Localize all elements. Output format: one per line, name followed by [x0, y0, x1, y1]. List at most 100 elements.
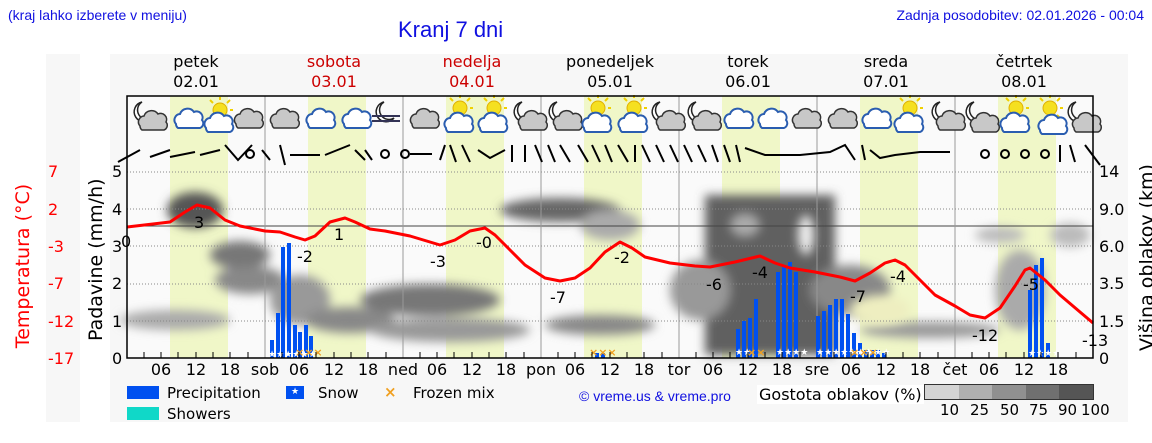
x-tick: čet: [942, 360, 968, 379]
x-tick: 18: [219, 360, 241, 379]
temperature-values: 0 3 -2 1 -3 -0 -7 -2 -6 -4 -7 -4 -12 -5 …: [121, 213, 1108, 350]
day-header: petek 02.01: [127, 52, 265, 92]
svg-text:-13: -13: [1082, 331, 1108, 350]
svg-text:★★★★★★: ★★★★★★: [268, 350, 316, 360]
x-tick: 06: [702, 360, 724, 379]
temp-tick: -17: [48, 349, 75, 368]
density-tick: 75: [1029, 401, 1049, 419]
precip-tick: 1: [112, 312, 123, 331]
x-tick: 12: [1013, 360, 1035, 379]
day-name: sreda: [863, 52, 909, 71]
day-header: nedelja 04.01: [403, 52, 541, 92]
temp-tick: -3: [48, 237, 64, 256]
x-tick: 18: [771, 360, 793, 379]
wind-barbs-row: [117, 143, 1101, 166]
day-name: nedelja: [442, 52, 502, 71]
precipitation-bars: [270, 243, 1050, 358]
snow-icon: ★: [286, 386, 304, 399]
svg-text:×××: ×××: [589, 346, 617, 359]
svg-text:-12: -12: [972, 326, 998, 345]
day-name: sobota: [306, 52, 362, 71]
x-tick: 06: [564, 360, 586, 379]
daylight-bands: [170, 96, 1056, 358]
temp-tick: 2: [48, 200, 59, 219]
precip-tick: 3: [112, 237, 123, 256]
height-tick: 1.5: [1099, 312, 1125, 331]
height-tick: 9.0: [1099, 200, 1125, 219]
svg-text:××: ××: [747, 346, 765, 359]
day-date: 07.01: [863, 72, 909, 91]
legend-frozen-mix: Frozen mix: [413, 384, 495, 402]
precip-tick: 0: [112, 349, 123, 368]
day-date: 02.01: [173, 72, 219, 91]
day-name: petek: [173, 52, 219, 71]
svg-text:-3: -3: [430, 252, 446, 271]
precipitation-axis-label: Padavine (mm/h): [85, 178, 107, 341]
frozen-mix-icon: ×: [384, 383, 397, 401]
svg-text:★★★★: ★★★★: [776, 348, 808, 358]
svg-text:-7: -7: [550, 288, 566, 307]
svg-text:-0: -0: [476, 233, 492, 252]
temp-tick: -7: [48, 274, 64, 293]
x-tick: 12: [323, 360, 345, 379]
day-header: sreda 07.01: [817, 52, 955, 92]
svg-text:0: 0: [121, 232, 131, 251]
svg-text:-2: -2: [297, 247, 313, 266]
svg-text:1: 1: [334, 225, 344, 244]
day-header: sobota 03.01: [265, 52, 403, 92]
density-tick: 90: [1058, 401, 1078, 419]
copyright-link[interactable]: © vreme.us & vreme.pro: [579, 388, 731, 404]
page-title: Kranj 7 dni: [398, 17, 504, 42]
x-tick: 06: [426, 360, 448, 379]
svg-text:-7: -7: [850, 287, 866, 306]
svg-text:★★★★: ★★★★: [1028, 349, 1060, 359]
legend-precipitation: Precipitation: [167, 384, 261, 402]
x-tick: 12: [599, 360, 621, 379]
svg-text:-4: -4: [890, 267, 906, 286]
height-tick: 6.0: [1099, 237, 1125, 256]
height-tick: 3.5: [1099, 274, 1125, 293]
cloud-height-axis-label: Višina oblakov (km): [1136, 164, 1152, 351]
x-tick: 12: [875, 360, 897, 379]
day-separators: [264, 96, 956, 358]
day-date: 08.01: [1001, 72, 1047, 91]
weather-icons-row: [133, 94, 1103, 135]
day-name: četrtek: [995, 52, 1053, 71]
temperature-axis-label: Temperatura (°C): [12, 183, 34, 349]
temp-tick: -12: [48, 312, 75, 331]
day-date: 06.01: [725, 72, 771, 91]
x-tick: sre: [804, 360, 830, 379]
cloud-density-scale: [924, 384, 1094, 400]
legend-showers: Showers: [167, 405, 231, 423]
day-header: torek 06.01: [679, 52, 817, 92]
x-tick: tor: [667, 360, 691, 379]
day-header: četrtek 08.01: [955, 52, 1093, 92]
x-tick: 18: [495, 360, 517, 379]
density-tick: 10: [940, 401, 960, 419]
x-tick: 18: [633, 360, 655, 379]
x-tick: sob: [250, 360, 280, 379]
menu-hint-link[interactable]: (kraj lahko izberete v meniju): [8, 7, 187, 23]
x-tick: 12: [185, 360, 207, 379]
day-name: ponedeljek: [566, 52, 654, 71]
x-tick: 18: [909, 360, 931, 379]
x-tick: 06: [978, 360, 1000, 379]
day-date: 05.01: [587, 72, 633, 91]
x-tick: 12: [737, 360, 759, 379]
precip-tick: 5: [112, 162, 123, 181]
cloud-density-label: Gostota oblakov (%): [757, 385, 924, 404]
showers-swatch: [127, 407, 159, 420]
x-tick: 18: [357, 360, 379, 379]
svg-text:★★: ★★: [735, 348, 751, 358]
x-tick: 12: [461, 360, 483, 379]
day-name: torek: [727, 52, 769, 71]
day-header: ponedeljek 05.01: [541, 52, 679, 92]
grid-lines: [127, 171, 1093, 322]
day-date: 04.01: [449, 72, 495, 91]
svg-text:×××: ×××: [850, 346, 878, 359]
height-tick: 0: [1099, 349, 1110, 368]
x-tick: 06: [150, 360, 172, 379]
height-tick: 14: [1099, 162, 1120, 181]
svg-text:-4: -4: [752, 263, 768, 282]
